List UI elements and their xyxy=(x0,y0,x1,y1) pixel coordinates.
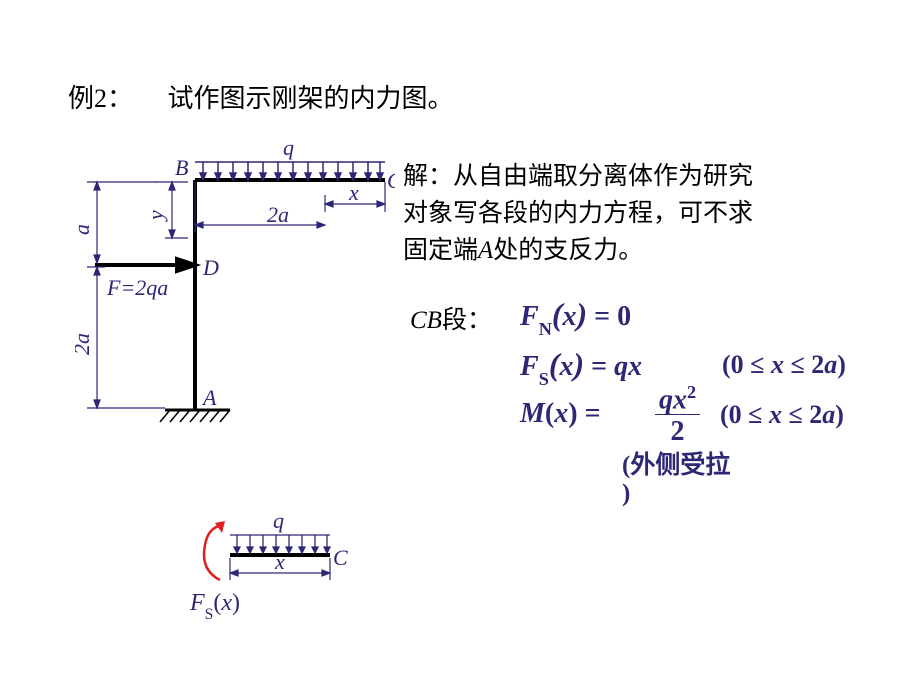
solution-line1: 解：从自由端取分离体作为研究 xyxy=(403,158,753,196)
example-label: 例2： xyxy=(68,78,133,115)
dim-y-label: y xyxy=(143,210,168,222)
eq-m-frac: qx2 2 xyxy=(655,383,700,449)
note-line2: ) xyxy=(622,480,630,508)
dim-2a-horizontal: 2a xyxy=(267,202,289,227)
fbd-node-C: C xyxy=(333,545,348,570)
node-A: A xyxy=(201,385,217,410)
fbd-dim-x: x xyxy=(274,549,285,574)
range-m: (0 ≤ x ≤ 2a) xyxy=(720,400,844,430)
node-C: C xyxy=(387,168,395,193)
main-frame-diagram: q x 2a F=2qa B C D A xyxy=(75,140,395,470)
node-D: D xyxy=(202,255,219,280)
problem-statement: 试作图示刚架的内力图。 xyxy=(168,78,454,115)
solution-line3: 固定端A处的支反力。 xyxy=(403,232,643,270)
range-fs: (0 ≤ x ≤ 2a) xyxy=(722,350,846,380)
node-B: B xyxy=(175,155,188,180)
eq-fs: FS(x) = qx xyxy=(520,346,642,387)
fbd-fs-label: FS(x) xyxy=(190,590,240,621)
dim-x-label: x xyxy=(348,180,359,205)
problem-title: 例2： 试作图示刚架的内力图。 xyxy=(68,78,454,115)
fbd-q-label: q xyxy=(273,508,284,533)
cb-segment-label: CB段： xyxy=(410,300,492,336)
note-line1: (外侧受拉 xyxy=(622,445,730,481)
eq-m: M(x) = xyxy=(520,398,601,430)
force-label: F=2qa xyxy=(106,275,168,300)
load-q-label: q xyxy=(283,140,294,160)
solution-line2: 对象写各段的内力方程，可不求 xyxy=(403,195,753,233)
dim-a-label: a xyxy=(75,224,94,235)
dim-2a-vertical: 2a xyxy=(75,333,94,355)
eq-fn: FN(x) = 0 xyxy=(520,296,631,337)
